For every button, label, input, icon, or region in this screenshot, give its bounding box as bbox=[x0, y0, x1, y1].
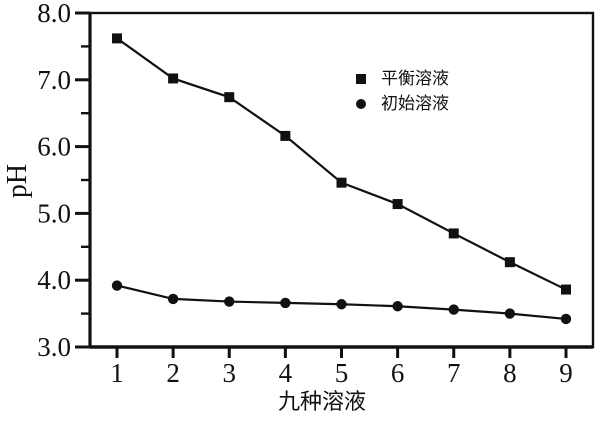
series-marker-circle bbox=[280, 297, 291, 309]
circle-marker-icon bbox=[356, 98, 366, 109]
series-marker-square bbox=[168, 73, 179, 84]
x-axis-tick-label: 8 bbox=[503, 358, 517, 388]
y-axis-tick-label: 3.0 bbox=[37, 332, 71, 362]
series-marker-square bbox=[224, 92, 235, 103]
legend-label-equilibrium: 平衡溶液 bbox=[381, 69, 449, 88]
series-line-square bbox=[116, 37, 567, 291]
series-marker-square bbox=[336, 177, 347, 188]
y-axis-tick-label: 4.0 bbox=[37, 265, 71, 295]
series-marker-circle bbox=[448, 304, 459, 315]
x-axis-tick-label: 2 bbox=[166, 358, 180, 388]
chart-render-root: 8.0 7.0 6.0 5.0 4.0 3.0 1 2 3 4 5 6 7 8 9 bbox=[37, 0, 595, 388]
x-axis-tick-label: 1 bbox=[110, 358, 124, 388]
square-marker-icon bbox=[356, 73, 366, 84]
y-axis-tick-label: 7.0 bbox=[37, 65, 71, 95]
x-axis-tick-label: 5 bbox=[335, 358, 349, 388]
y-axis-tick-label: 8.0 bbox=[37, 0, 71, 28]
series-marker-square bbox=[504, 257, 515, 268]
y-axis-title: pH bbox=[2, 164, 33, 198]
y-axis-tick-label: 6.0 bbox=[37, 132, 71, 162]
series-marker-square bbox=[448, 228, 459, 239]
series-marker-circle bbox=[167, 293, 179, 305]
chart-legend: 平衡溶液 初始溶液 bbox=[356, 66, 449, 116]
series-marker-square bbox=[392, 199, 403, 210]
series-marker-circle bbox=[111, 280, 123, 291]
series-marker-circle bbox=[560, 313, 572, 325]
legend-item-equilibrium-solution: 平衡溶液 bbox=[356, 66, 449, 91]
x-axis-tick-label: 4 bbox=[279, 358, 293, 388]
x-axis-tick-label: 6 bbox=[391, 358, 405, 388]
y-axis-tick-label: 5.0 bbox=[37, 198, 71, 228]
series-marker-circle bbox=[336, 299, 347, 310]
legend-label-initial: 初始溶液 bbox=[381, 94, 449, 113]
x-axis-tick-label: 3 bbox=[223, 358, 237, 388]
series-marker-square bbox=[280, 130, 291, 141]
x-axis-tick-label: 9 bbox=[559, 358, 573, 388]
series-marker-circle bbox=[392, 301, 403, 312]
x-axis-tick-label: 7 bbox=[447, 358, 461, 388]
series-marker-square bbox=[112, 33, 122, 44]
series-marker-circle bbox=[224, 296, 235, 307]
legend-item-initial-solution: 初始溶液 bbox=[356, 91, 449, 116]
series-marker-square bbox=[561, 284, 571, 295]
series-marker-circle bbox=[504, 308, 516, 319]
x-axis-title: 九种溶液 bbox=[278, 390, 366, 415]
